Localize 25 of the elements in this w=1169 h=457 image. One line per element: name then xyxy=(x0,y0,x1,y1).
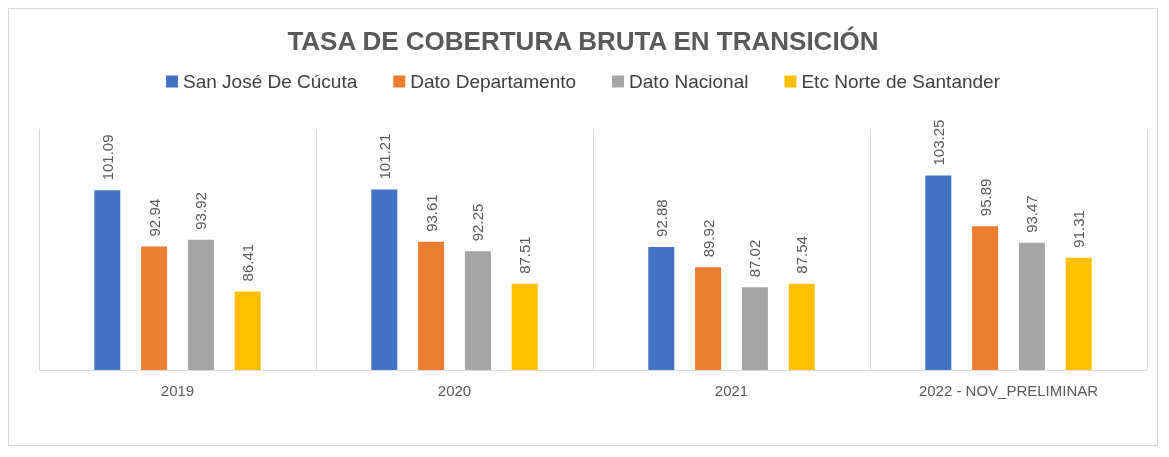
data-label: 92.94 xyxy=(145,198,163,237)
legend-label: San José De Cúcuta xyxy=(183,71,358,92)
data-label: 93.61 xyxy=(422,194,440,232)
data-label: 92.25 xyxy=(469,203,487,242)
data-label: 103.25 xyxy=(929,119,947,166)
data-label: 92.88 xyxy=(652,199,670,237)
data-label: 93.47 xyxy=(1023,195,1041,233)
data-label: 87.02 xyxy=(746,239,764,278)
data-label: 93.92 xyxy=(192,192,210,230)
data-label: 95.89 xyxy=(976,178,994,217)
x-tick-label: 2021 xyxy=(714,381,749,399)
data-label: 101.09 xyxy=(98,134,116,181)
data-label: 101.21 xyxy=(375,133,393,180)
chart-title: TASA DE COBERTURA BRUTA EN TRANSICIÓN xyxy=(287,26,879,56)
data-label: 87.54 xyxy=(793,236,811,274)
x-tick-label: 2020 xyxy=(437,381,472,399)
x-tick-label: 2019 xyxy=(160,381,195,399)
data-label: 86.41 xyxy=(239,243,257,282)
data-label: 91.31 xyxy=(1070,210,1088,248)
legend-label: Dato Nacional xyxy=(629,71,749,92)
data-label: 89.92 xyxy=(699,219,717,258)
legend-label: Etc Norte de Santander xyxy=(801,71,1001,92)
data-label: 87.51 xyxy=(516,236,534,274)
x-tick-label: 2022 - NOV_PRELIMINAR xyxy=(918,381,1099,399)
legend-label: Dato Departamento xyxy=(410,71,577,92)
